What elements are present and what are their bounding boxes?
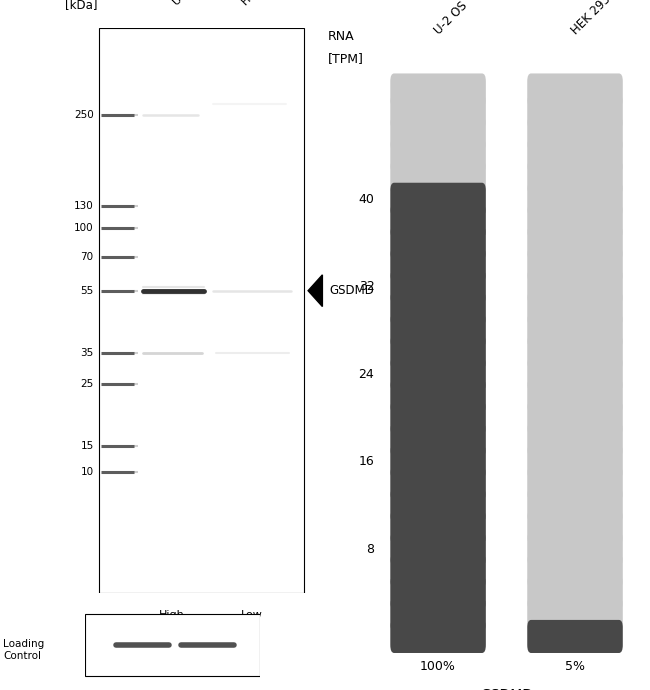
Text: [kDa]: [kDa] — [65, 0, 98, 10]
FancyBboxPatch shape — [527, 336, 623, 369]
Text: RNA: RNA — [328, 30, 355, 43]
Text: High: High — [159, 611, 185, 620]
FancyBboxPatch shape — [527, 139, 623, 172]
FancyBboxPatch shape — [527, 467, 623, 500]
FancyBboxPatch shape — [527, 248, 623, 282]
FancyBboxPatch shape — [527, 205, 623, 237]
Text: 70: 70 — [81, 252, 94, 262]
FancyBboxPatch shape — [390, 489, 486, 522]
FancyBboxPatch shape — [527, 533, 623, 566]
FancyBboxPatch shape — [390, 248, 486, 282]
FancyBboxPatch shape — [390, 117, 486, 150]
FancyBboxPatch shape — [527, 292, 623, 325]
Text: 35: 35 — [81, 348, 94, 358]
FancyBboxPatch shape — [390, 576, 486, 609]
FancyBboxPatch shape — [390, 554, 486, 587]
FancyBboxPatch shape — [390, 314, 486, 347]
Text: 55: 55 — [81, 286, 94, 296]
FancyBboxPatch shape — [527, 314, 623, 347]
FancyBboxPatch shape — [527, 270, 623, 303]
FancyBboxPatch shape — [390, 183, 486, 216]
FancyBboxPatch shape — [527, 117, 623, 150]
FancyBboxPatch shape — [527, 620, 623, 653]
FancyBboxPatch shape — [390, 226, 486, 259]
Text: 8: 8 — [367, 542, 374, 555]
Text: U-2 OS: U-2 OS — [172, 0, 206, 8]
Text: 5%: 5% — [565, 660, 585, 673]
FancyBboxPatch shape — [527, 402, 623, 435]
FancyBboxPatch shape — [390, 205, 486, 237]
FancyBboxPatch shape — [390, 357, 486, 391]
FancyBboxPatch shape — [390, 467, 486, 500]
Text: U-2 OS: U-2 OS — [432, 0, 470, 37]
Text: 16: 16 — [359, 455, 374, 468]
FancyBboxPatch shape — [390, 292, 486, 325]
FancyBboxPatch shape — [390, 511, 486, 544]
Text: 24: 24 — [359, 368, 374, 381]
Text: 100: 100 — [74, 224, 94, 233]
Text: 32: 32 — [359, 280, 374, 293]
Text: 130: 130 — [74, 201, 94, 211]
FancyBboxPatch shape — [527, 598, 623, 631]
Text: GSDMD: GSDMD — [480, 688, 533, 690]
Text: HEK 293: HEK 293 — [240, 0, 281, 8]
FancyBboxPatch shape — [527, 445, 623, 478]
FancyBboxPatch shape — [390, 336, 486, 369]
FancyBboxPatch shape — [390, 73, 486, 106]
Text: 25: 25 — [81, 379, 94, 389]
Text: 10: 10 — [81, 466, 94, 477]
FancyBboxPatch shape — [527, 73, 623, 106]
FancyBboxPatch shape — [527, 576, 623, 609]
FancyBboxPatch shape — [527, 554, 623, 587]
FancyBboxPatch shape — [527, 161, 623, 194]
FancyBboxPatch shape — [390, 445, 486, 478]
FancyBboxPatch shape — [390, 95, 486, 128]
Text: [TPM]: [TPM] — [328, 52, 364, 66]
Text: 100%: 100% — [420, 660, 456, 673]
FancyBboxPatch shape — [390, 380, 486, 413]
FancyBboxPatch shape — [527, 423, 623, 456]
FancyBboxPatch shape — [390, 598, 486, 631]
FancyBboxPatch shape — [390, 620, 486, 653]
FancyBboxPatch shape — [390, 533, 486, 566]
FancyBboxPatch shape — [527, 357, 623, 391]
FancyBboxPatch shape — [527, 183, 623, 216]
Text: 40: 40 — [359, 193, 374, 206]
FancyBboxPatch shape — [390, 139, 486, 172]
FancyBboxPatch shape — [527, 489, 623, 522]
FancyBboxPatch shape — [527, 511, 623, 544]
Polygon shape — [308, 275, 322, 306]
Text: 250: 250 — [74, 110, 94, 120]
Text: 15: 15 — [81, 442, 94, 451]
Text: HEK 293: HEK 293 — [569, 0, 613, 37]
FancyBboxPatch shape — [527, 226, 623, 259]
Text: GSDMD: GSDMD — [329, 284, 374, 297]
FancyBboxPatch shape — [390, 270, 486, 303]
FancyBboxPatch shape — [390, 402, 486, 435]
Bar — [99, 28, 304, 593]
FancyBboxPatch shape — [390, 161, 486, 194]
Text: Low: Low — [241, 611, 263, 620]
FancyBboxPatch shape — [390, 423, 486, 456]
FancyBboxPatch shape — [527, 380, 623, 413]
Text: Loading
Control: Loading Control — [3, 639, 44, 661]
FancyBboxPatch shape — [527, 95, 623, 128]
